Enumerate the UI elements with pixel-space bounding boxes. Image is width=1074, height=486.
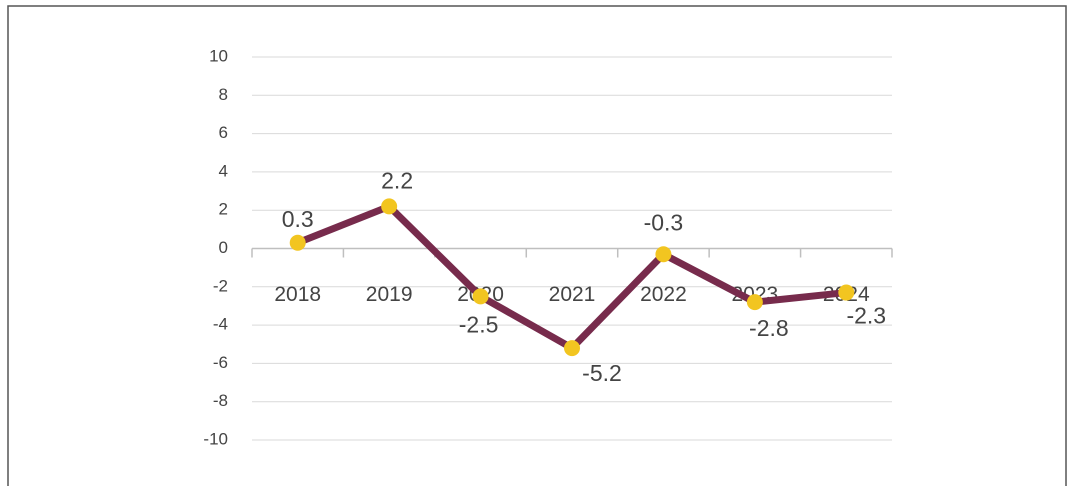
data-label: 2.2 (381, 167, 413, 193)
y-tick-label: -8 (213, 391, 228, 410)
y-tick-label: -4 (213, 315, 228, 334)
y-tick-label: 8 (219, 85, 228, 104)
data-label: -2.5 (459, 311, 499, 337)
x-tick-label: 2022 (640, 283, 687, 306)
data-label: -0.3 (644, 209, 684, 235)
y-tick-label: -6 (213, 353, 228, 372)
y-tick-label: -2 (213, 276, 228, 295)
y-tick-label: -10 (203, 429, 228, 448)
frame (7, 5, 1067, 486)
y-tick-label: 6 (219, 123, 228, 142)
marker (838, 284, 855, 301)
marker (381, 198, 398, 215)
data-label: -5.2 (582, 360, 622, 386)
marker (746, 294, 763, 311)
y-tick-label: 2 (219, 200, 228, 219)
x-tick-label: 2019 (366, 283, 413, 306)
data-label: 0.3 (282, 206, 314, 232)
x-tick-label: 2018 (274, 283, 321, 306)
marker (289, 234, 306, 251)
data-label: -2.3 (846, 303, 886, 329)
data-label: -2.8 (749, 315, 789, 341)
y-tick-label: 10 (209, 46, 228, 65)
marker (564, 340, 580, 357)
y-tick-label: 4 (219, 161, 228, 180)
x-tick-label: 2021 (549, 283, 596, 306)
y-tick-label: 0 (219, 238, 228, 257)
marker (655, 246, 672, 263)
marker (472, 288, 489, 305)
